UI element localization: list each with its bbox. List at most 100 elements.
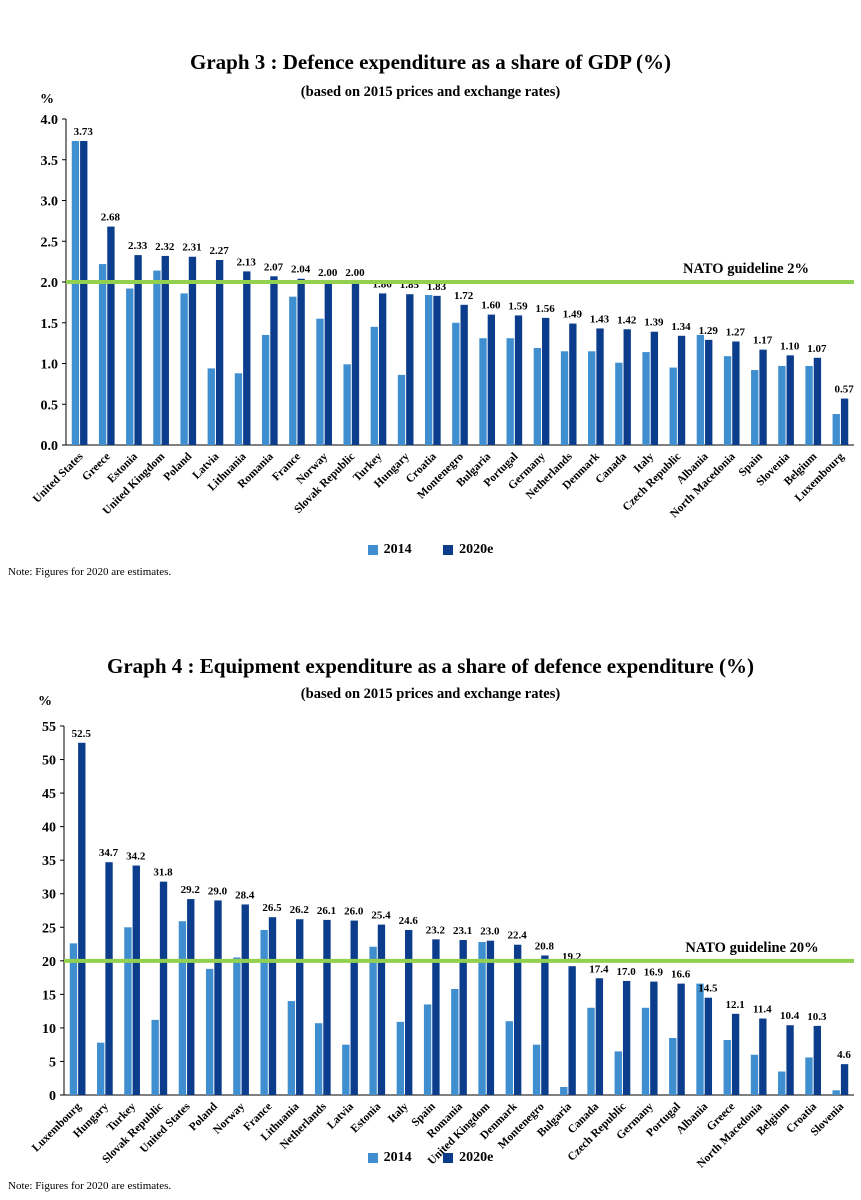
bar-2014-spain <box>423 1004 432 1095</box>
data-label: 26.2 <box>290 904 310 916</box>
data-label: 2.33 <box>128 240 148 252</box>
chart-subtitle: (based on 2015 prices and exchange rates… <box>300 84 561 100</box>
data-label: 34.2 <box>126 851 146 863</box>
legend-swatch-2020e <box>443 1153 454 1163</box>
bar-2014-france <box>289 296 297 445</box>
bar-2020e-norway <box>324 282 332 445</box>
legend-item-2020e: 2020e <box>443 1150 493 1166</box>
bar-2014-latvia <box>207 368 215 445</box>
data-label: 1.42 <box>617 314 637 326</box>
bar-2020e-albania <box>705 339 713 445</box>
bar-2020e-lithuania <box>296 919 304 1095</box>
chart-legend: 2014 2020e <box>0 542 861 560</box>
bar-2014-estonia <box>369 946 377 1095</box>
y-tick-label: 3.5 <box>41 154 59 169</box>
data-label: 24.6 <box>399 915 419 927</box>
legend-label-2020e: 2020e <box>459 542 494 557</box>
bar-2014-united-kingdom <box>153 270 161 445</box>
data-label: 1.17 <box>753 335 773 347</box>
bar-2014-montenegro <box>532 1044 541 1095</box>
data-label: 1.27 <box>726 326 746 338</box>
data-label: 16.6 <box>671 969 691 981</box>
y-tick-label: 1.0 <box>41 358 59 373</box>
bar-2014-canada <box>587 1007 595 1095</box>
bar-2020e-france <box>297 278 305 445</box>
y-tick-label: 45 <box>42 787 56 802</box>
x-tick-label: Canada <box>594 450 630 486</box>
bar-2020e-north-macedonia <box>759 1018 767 1095</box>
bar-2014-poland <box>205 968 214 1095</box>
bar-2014-hungary <box>97 1042 105 1095</box>
bar-2020e-portugal <box>514 315 523 445</box>
bar-2020e-croatia <box>433 295 441 445</box>
data-label: 22.4 <box>508 930 528 942</box>
bar-2014-netherlands <box>314 1023 323 1095</box>
bar-2020e-greece <box>731 1013 740 1095</box>
bar-2014-slovak-republic <box>343 364 351 445</box>
legend-item-2020e: 2020e <box>443 542 493 558</box>
bar-2014-romania <box>451 988 459 1095</box>
bar-2020e-italy <box>405 929 413 1095</box>
bar-2014-belgium <box>805 365 813 445</box>
chart-title: Graph 4 : Equipment expenditure as a sha… <box>107 654 754 678</box>
y-tick-label: 0.0 <box>41 439 59 454</box>
legend-swatch-2020e <box>443 545 454 555</box>
bar-2014-portugal <box>669 1037 677 1095</box>
bar-2014-spain <box>751 370 759 445</box>
bar-2014-czech-republic <box>669 367 677 445</box>
bar-2014-luxembourg <box>832 414 840 445</box>
chart-note: Note: Figures for 2020 are estimates. <box>8 566 172 578</box>
data-label: 1.49 <box>563 309 583 321</box>
chart-title: Graph 3 : Defence expenditure as a share… <box>189 50 671 74</box>
bar-2014-slovenia <box>778 365 786 445</box>
bar-2020e-bulgaria <box>568 966 576 1095</box>
data-label: 1.56 <box>536 303 556 315</box>
bar-2014-north-macedonia <box>723 356 732 445</box>
y-axis-unit-label: % <box>38 694 52 709</box>
y-tick-label: 2.0 <box>41 276 59 291</box>
bar-2020e-luxembourg <box>78 742 86 1095</box>
bar-2020e-united-states <box>187 899 195 1095</box>
bar-2020e-montenegro <box>460 304 468 445</box>
bar-2020e-denmark <box>596 328 604 445</box>
bar-2020e-portugal <box>677 983 685 1095</box>
bar-2020e-slovak-republic <box>351 282 360 445</box>
data-label: 0.57 <box>834 384 854 396</box>
y-tick-label: 1.5 <box>41 317 59 332</box>
bar-2014-estonia <box>126 288 134 445</box>
chart-4: Graph 4 : Equipment expenditure as a sha… <box>0 600 861 1200</box>
bar-2014-romania <box>261 334 270 445</box>
bar-2014-canada <box>615 362 623 445</box>
data-label: 16.9 <box>644 967 664 979</box>
bar-2020e-united-kingdom <box>486 940 495 1095</box>
bar-2020e-slovenia <box>786 355 794 445</box>
bar-2020e-hungary <box>406 294 414 445</box>
y-tick-label: 5 <box>49 1055 56 1070</box>
bar-2014-hungary <box>397 374 406 445</box>
data-label: 1.29 <box>699 325 719 337</box>
chart-subtitle: (based on 2015 prices and exchange rates… <box>300 686 561 702</box>
bar-2020e-romania <box>270 276 278 445</box>
data-label: 2.04 <box>291 264 311 276</box>
y-tick-label: 3.0 <box>41 195 59 210</box>
bar-2020e-croatia <box>813 1025 821 1095</box>
data-label: 10.3 <box>807 1011 827 1023</box>
bar-2020e-czech-republic <box>677 335 686 445</box>
bar-2020e-poland <box>188 256 197 445</box>
bar-2014-montenegro <box>452 322 460 445</box>
data-label: 2.68 <box>101 212 121 224</box>
bar-2014-germany <box>641 1007 650 1095</box>
bar-2014-united-kingdom <box>478 942 486 1095</box>
y-tick-label: 50 <box>42 754 56 769</box>
data-label: 1.07 <box>807 343 827 355</box>
bar-2020e-montenegro <box>541 955 549 1095</box>
bar-2020e-norway <box>241 904 249 1095</box>
data-label: 26.0 <box>344 906 364 918</box>
bar-2014-albania <box>696 983 704 1095</box>
bar-2020e-slovenia <box>840 1064 849 1095</box>
bar-2014-greece <box>723 1039 731 1095</box>
data-label: 10.4 <box>780 1010 800 1022</box>
y-tick-label: 4.0 <box>41 113 59 128</box>
y-tick-label: 20 <box>42 955 56 970</box>
